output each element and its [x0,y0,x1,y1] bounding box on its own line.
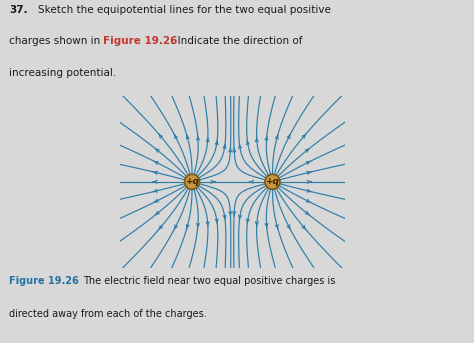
Text: Sketch the equipotential lines for the two equal positive: Sketch the equipotential lines for the t… [38,5,330,15]
Text: Figure 19.26: Figure 19.26 [103,36,177,46]
Text: The electric field near two equal positive charges is: The electric field near two equal positi… [83,276,336,286]
Text: directed away from each of the charges.: directed away from each of the charges. [9,309,207,319]
Text: 37.: 37. [9,5,28,15]
Text: charges shown in: charges shown in [9,36,104,46]
Text: . Indicate the direction of: . Indicate the direction of [171,36,302,46]
Text: increasing potential.: increasing potential. [9,68,117,78]
Text: +q: +q [265,177,280,186]
Circle shape [184,174,200,189]
Text: +q: +q [185,177,199,186]
Text: Figure 19.26: Figure 19.26 [9,276,79,286]
Circle shape [265,174,280,189]
